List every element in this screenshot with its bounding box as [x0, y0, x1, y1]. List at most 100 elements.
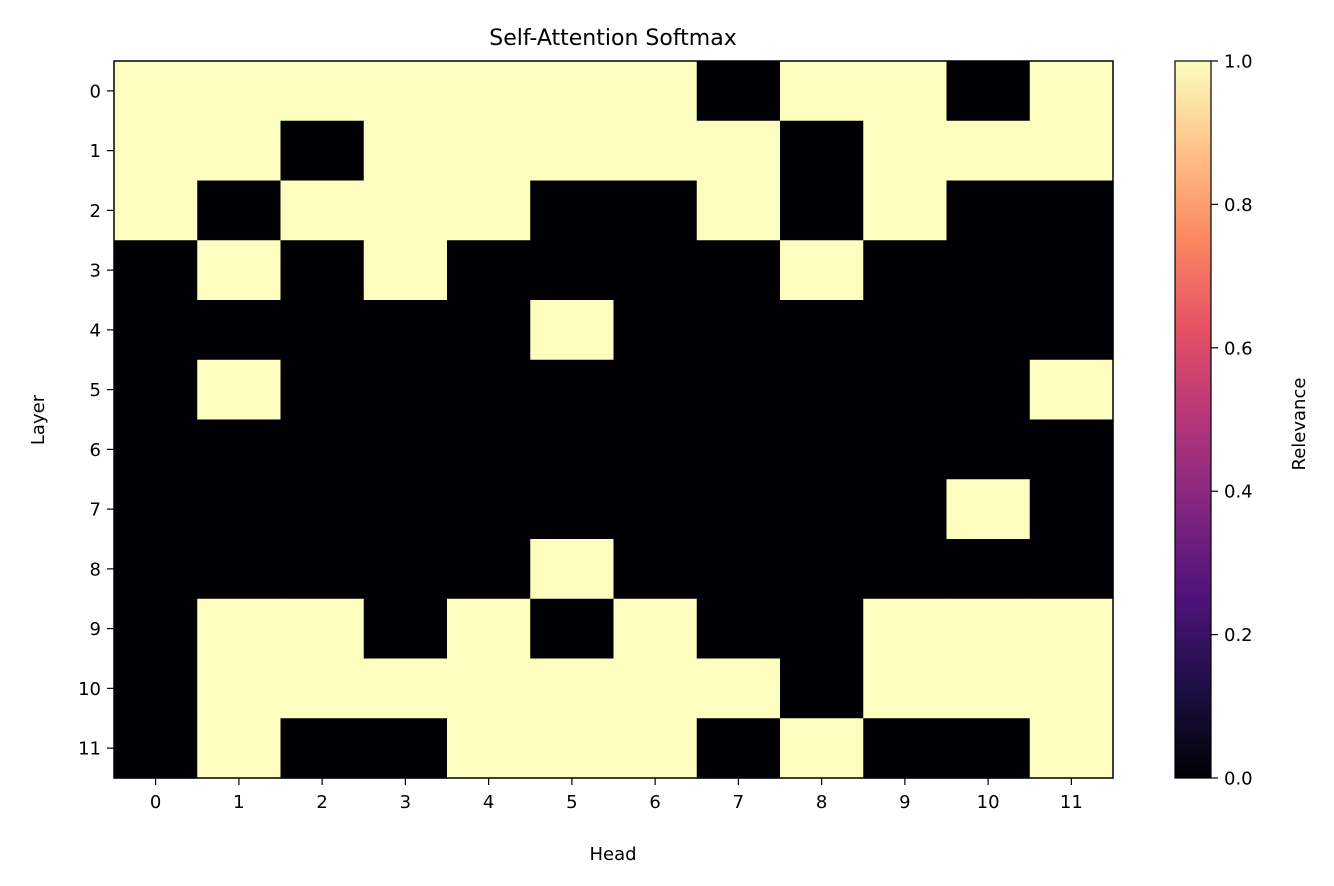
- y-axis-ticks: 0 1 2 3 4 5 6 7 8 9 10 11: [78, 81, 114, 760]
- heatmap-cell: [280, 300, 365, 361]
- colorbar-tick-label: 0.2: [1224, 625, 1253, 646]
- heatmap-cell: [363, 240, 448, 301]
- colorbar-tick-label: 0.0: [1224, 769, 1253, 790]
- y-tick-label: 2: [90, 201, 101, 222]
- heatmap-cell: [613, 359, 698, 421]
- heatmap-cell: [613, 658, 698, 719]
- heatmap-cell: [863, 180, 948, 241]
- heatmap-cell: [863, 61, 948, 122]
- y-tick-label: 0: [90, 81, 101, 102]
- heatmap-cell: [946, 120, 1031, 182]
- heatmap-cell: [863, 419, 948, 480]
- y-tick-label: 5: [90, 380, 101, 401]
- heatmap-cell: [530, 300, 615, 361]
- colorbar-tick-label: 0.4: [1224, 482, 1253, 503]
- colorbar-tick-label: 1.0: [1224, 52, 1253, 73]
- heatmap-cell: [447, 598, 531, 660]
- heatmap-cell: [530, 419, 615, 480]
- chart-title: Self-Attention Softmax: [489, 26, 736, 51]
- heatmap-cell: [114, 539, 198, 600]
- heatmap-cell: [696, 240, 781, 301]
- heatmap-cell: [613, 718, 698, 779]
- heatmap-cell: [114, 598, 198, 660]
- x-axis-ticks: 0 1 2 3 4 5 6 7 8 9 10 11: [150, 778, 1083, 813]
- colorbar-ticks: 0.0 0.2 0.4 0.6 0.8 1.0: [1211, 52, 1253, 790]
- heatmap-cell: [447, 120, 531, 182]
- heatmap-cell: [946, 598, 1031, 660]
- heatmap-cell: [613, 419, 698, 480]
- x-tick-label: 9: [899, 792, 910, 813]
- heatmap-cell: [363, 539, 448, 600]
- x-tick-label: 4: [483, 792, 494, 813]
- heatmap-cell: [530, 120, 615, 182]
- heatmap-cell: [280, 61, 365, 122]
- heatmap-cell: [613, 539, 698, 600]
- heatmap-cell: [197, 300, 282, 361]
- heatmap-cell: [696, 658, 781, 719]
- y-axis-label: Layer: [28, 394, 49, 445]
- heatmap-cells: [114, 61, 1114, 779]
- heatmap-cell: [280, 419, 365, 480]
- heatmap-cell: [197, 240, 282, 301]
- heatmap-cell: [114, 359, 198, 421]
- heatmap-cell: [863, 479, 948, 540]
- heatmap-cell: [447, 240, 531, 301]
- heatmap-cell: [780, 61, 864, 122]
- heatmap-cell: [447, 419, 531, 480]
- heatmap-cell: [280, 718, 365, 779]
- heatmap-cell: [613, 479, 698, 540]
- heatmap-cell: [363, 419, 448, 480]
- y-tick-label: 6: [90, 440, 101, 461]
- heatmap-cell: [114, 120, 198, 182]
- heatmap-cell: [863, 658, 948, 719]
- heatmap-cell: [447, 359, 531, 421]
- y-tick-label: 1: [90, 141, 101, 162]
- colorbar-tick-label: 0.6: [1224, 338, 1253, 359]
- x-tick-label: 10: [977, 792, 1000, 813]
- heatmap-cell: [114, 61, 198, 122]
- heatmap-cell: [363, 180, 448, 241]
- heatmap-cell: [1029, 180, 1114, 241]
- heatmap-cell: [280, 180, 365, 241]
- heatmap-cell: [530, 240, 615, 301]
- x-tick-label: 2: [316, 792, 327, 813]
- heatmap-cell: [530, 539, 615, 600]
- heatmap-cell: [197, 539, 282, 600]
- heatmap-cell: [780, 359, 864, 421]
- heatmap-cell: [1029, 359, 1114, 421]
- colorbar-tick-label: 0.8: [1224, 195, 1253, 216]
- heatmap-cell: [530, 180, 615, 241]
- y-tick-label: 11: [78, 739, 101, 760]
- heatmap-cell: [1029, 419, 1114, 480]
- heatmap-cell: [946, 61, 1031, 122]
- heatmap-cell: [946, 718, 1031, 779]
- heatmap-cell: [530, 658, 615, 719]
- heatmap-cell: [696, 61, 781, 122]
- heatmap-cell: [363, 598, 448, 660]
- heatmap-cell: [613, 300, 698, 361]
- heatmap-cell: [946, 539, 1031, 600]
- heatmap-cell: [696, 180, 781, 241]
- plot-frame: [113, 60, 1114, 779]
- heatmap-cell: [613, 240, 698, 301]
- heatmap-cell: [530, 359, 615, 421]
- heatmap-cell: [863, 240, 948, 301]
- heatmap-cell: [696, 598, 781, 660]
- heatmap-cell: [696, 479, 781, 540]
- heatmap-cell: [1029, 658, 1114, 719]
- heatmap-cell: [363, 120, 448, 182]
- heatmap-cell: [780, 120, 864, 182]
- heatmap-cell: [197, 479, 282, 540]
- heatmap-cell: [114, 180, 198, 241]
- heatmap-cell: [696, 419, 781, 480]
- heatmap-cell: [1029, 240, 1114, 301]
- heatmap-cell: [780, 180, 864, 241]
- heatmap-cell: [197, 598, 282, 660]
- x-tick-label: 1: [233, 792, 244, 813]
- colorbar-label: Relevance: [1289, 378, 1310, 471]
- heatmap-cell: [946, 240, 1031, 301]
- heatmap-cell: [863, 120, 948, 182]
- heatmap-cell: [946, 658, 1031, 719]
- heatmap-cell: [363, 718, 448, 779]
- x-tick-label: 5: [566, 792, 577, 813]
